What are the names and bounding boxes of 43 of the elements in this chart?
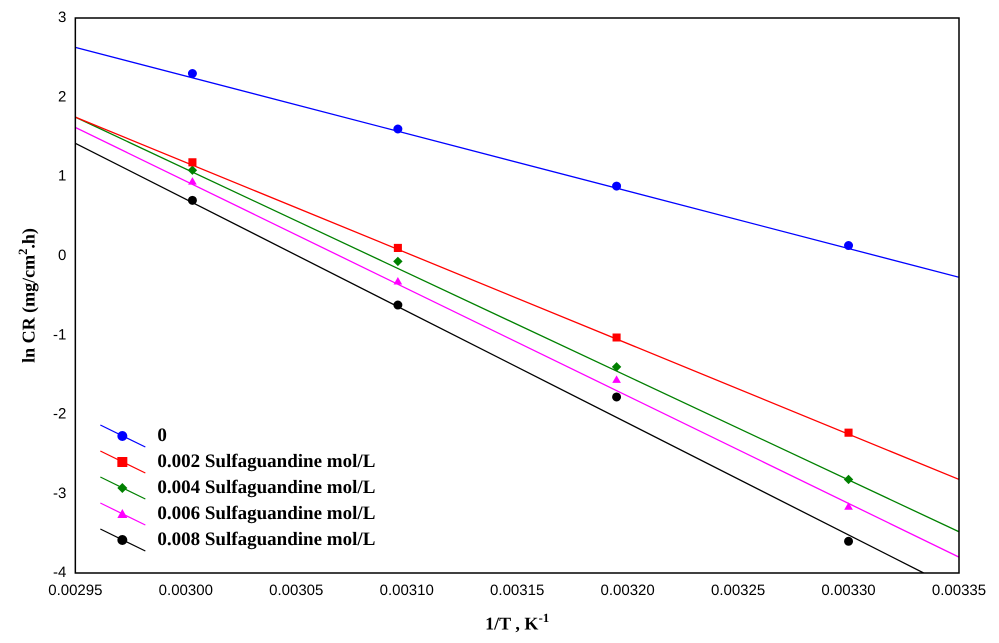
point bbox=[844, 241, 854, 250]
point bbox=[612, 392, 622, 402]
x-tick-label: 0.00325 bbox=[710, 582, 766, 600]
point bbox=[188, 69, 197, 78]
x-tick-label: 0.00335 bbox=[932, 582, 986, 600]
point bbox=[394, 244, 402, 252]
x-tick-label: 0.00320 bbox=[600, 582, 655, 600]
point bbox=[188, 178, 196, 185]
x-tick-label: 0.00310 bbox=[380, 582, 434, 600]
y-tick-label: 1 bbox=[58, 168, 66, 185]
point bbox=[612, 182, 622, 191]
y-tick-label: -3 bbox=[52, 484, 66, 502]
y-tick-label: -1 bbox=[52, 326, 66, 344]
point bbox=[393, 124, 402, 134]
point bbox=[844, 474, 854, 484]
point bbox=[844, 428, 853, 437]
point bbox=[188, 196, 197, 205]
point bbox=[188, 166, 197, 175]
x-tick-label: 0.00305 bbox=[269, 582, 324, 600]
x-tick-label: 0.00300 bbox=[158, 582, 213, 600]
y-tick-label: 0 bbox=[58, 247, 66, 264]
x-tick-label: 0.00330 bbox=[821, 582, 876, 600]
legend-label: 0.008 Sulfaguandine mol/L bbox=[157, 528, 376, 550]
legend-label: 0 bbox=[157, 424, 167, 446]
point bbox=[393, 256, 402, 266]
y-tick-label: 3 bbox=[58, 9, 66, 26]
point bbox=[394, 278, 402, 285]
y-tick-label: -4 bbox=[52, 564, 66, 582]
y-tick-label: -2 bbox=[52, 406, 66, 423]
legend-label: 0.004 Sulfaguandine mol/L bbox=[157, 476, 376, 498]
point bbox=[393, 300, 402, 310]
point bbox=[188, 158, 196, 166]
x-tick-label: 0.00295 bbox=[48, 582, 102, 600]
point bbox=[612, 333, 621, 342]
x-tick-label: 0.00315 bbox=[490, 582, 544, 600]
point bbox=[844, 536, 854, 546]
legend-label: 0.002 Sulfaguandine mol/L bbox=[157, 450, 376, 472]
y-tick-label: 2 bbox=[58, 88, 66, 106]
point bbox=[844, 502, 853, 510]
legend-label: 0.006 Sulfaguandine mol/L bbox=[157, 502, 376, 524]
y-axis-title: ln CR (mg/cm2.h) bbox=[16, 228, 39, 363]
point bbox=[612, 362, 622, 372]
point bbox=[612, 376, 621, 383]
